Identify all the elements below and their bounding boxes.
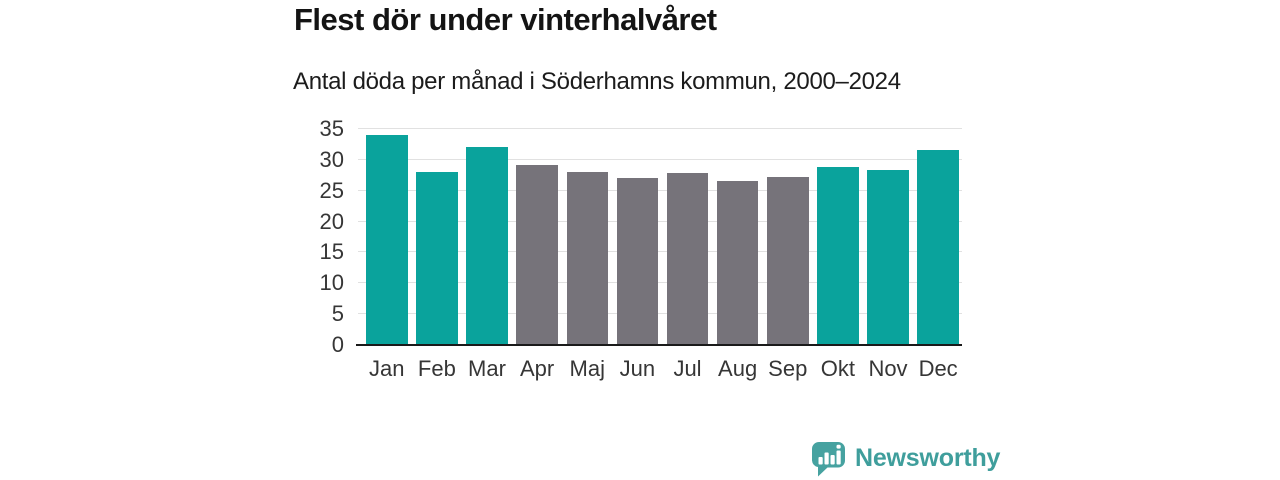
bar-slot-okt: Okt	[817, 129, 859, 381]
gridline-5	[358, 313, 962, 315]
bar-nov	[867, 169, 909, 345]
x-tick-label-okt: Okt	[820, 356, 855, 381]
bar-maj	[566, 172, 608, 345]
x-tick-label-maj: Maj	[569, 356, 605, 381]
x-tick-label-mar: Mar	[468, 356, 506, 381]
logo-bar-small	[818, 457, 823, 465]
x-tick-label-jul: Jul	[673, 356, 702, 381]
gridline-35	[358, 128, 962, 129]
y-tick-label-5: 5	[331, 301, 344, 327]
bar-okt	[817, 167, 859, 345]
logo-bar-medium	[830, 455, 835, 465]
bar-slot-aug: Aug	[716, 129, 759, 381]
x-axis-line	[356, 344, 962, 346]
bar-slot-dec: Dec	[917, 129, 959, 381]
bar-jun	[616, 177, 659, 345]
bar-slot-maj: Maj	[566, 129, 608, 381]
bar-slot-sep: Sep	[767, 129, 809, 381]
logo-bar-tall	[824, 452, 829, 465]
plot-area: Jan Feb Mar Apr Maj Jun Jul Aug Sep Okt Nov Dec	[356, 128, 962, 381]
newsworthy-logo-text: Newsworthy	[855, 444, 1001, 472]
x-tick-label-nov: Nov	[868, 356, 908, 381]
gridline-20	[358, 220, 962, 222]
y-tick-label-25: 25	[319, 177, 344, 203]
gridline-25	[358, 189, 962, 191]
bar-slot-jun: Jun	[616, 129, 659, 381]
y-tick-label-0: 0	[331, 332, 344, 357]
newsworthy-logo: Newsworthy	[810, 440, 1000, 477]
x-tick-label-sep: Sep	[768, 356, 808, 381]
bar-feb	[416, 171, 458, 345]
bar-slot-apr: Apr	[516, 129, 558, 381]
bar-slot-jan: Jan	[366, 129, 408, 381]
bar-slot-nov: Nov	[867, 129, 909, 381]
y-tick-label-20: 20	[319, 208, 344, 234]
bar-slot-jul: Jul	[666, 129, 709, 381]
x-tick-label-feb: Feb	[417, 356, 456, 381]
x-tick-label-apr: Apr	[520, 356, 555, 381]
bar-aug	[716, 181, 759, 345]
bar-slot-mar: Mar	[466, 129, 508, 381]
y-tick-label-15: 15	[319, 239, 344, 265]
newsworthy-logo-icon	[812, 442, 845, 477]
y-tick-label-30: 30	[319, 146, 344, 172]
gridline-15	[358, 251, 962, 253]
gridline-10	[358, 282, 962, 284]
bar-sep	[767, 176, 809, 345]
bar-jul	[666, 173, 709, 345]
y-tick-label-10: 10	[319, 270, 344, 296]
logo-exclamation-bar	[836, 450, 841, 465]
x-tick-label-aug: Aug	[718, 356, 758, 381]
chart-subtitle: Antal döda per månad i Söderhamns kommun…	[293, 68, 901, 95]
bar-apr	[516, 164, 558, 345]
logo-exclamation-dot	[836, 444, 841, 449]
y-tick-label-35: 35	[319, 116, 344, 141]
chart-title: Flest dör under vinterhalvåret	[294, 2, 717, 37]
x-tick-label-dec: Dec	[918, 356, 958, 381]
bars-container: Jan Feb Mar Apr Maj Jun Jul Aug Sep Okt Nov Dec	[366, 129, 959, 381]
y-axis: 0 5 10 15 20 25 30 35	[250, 116, 344, 357]
bar-mar	[466, 146, 508, 345]
x-tick-label-jun: Jun	[619, 356, 656, 381]
gridline-30	[358, 158, 962, 160]
bar-dec	[917, 149, 959, 345]
bar-slot-feb: Feb	[416, 129, 458, 381]
x-tick-label-jan: Jan	[369, 356, 405, 381]
bar-jan	[366, 135, 408, 345]
